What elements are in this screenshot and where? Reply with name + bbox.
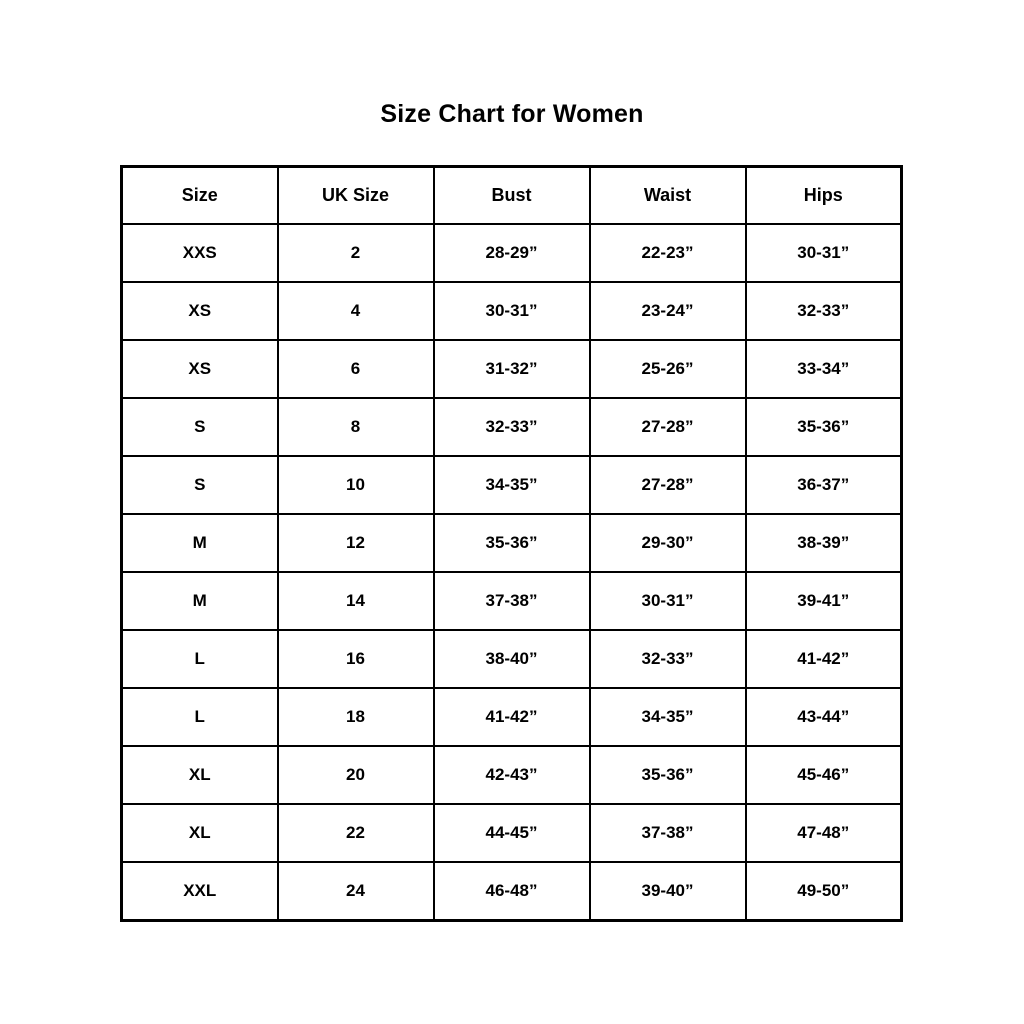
cell-size: XS (120, 281, 279, 341)
table-row: S 8 32-33” 27-28” 35-36” (120, 397, 903, 457)
column-header-bust: Bust (432, 165, 591, 225)
cell-bust: 34-35” (432, 455, 591, 515)
cell-waist: 23-24” (588, 281, 747, 341)
cell-bust: 44-45” (432, 803, 591, 863)
table-row: XS 6 31-32” 25-26” 33-34” (120, 339, 903, 399)
page-title: Size Chart for Women (380, 100, 644, 128)
table-header-row: Size UK Size Bust Waist Hips (120, 165, 903, 225)
cell-bust: 41-42” (432, 687, 591, 747)
column-header-waist: Waist (588, 165, 747, 225)
cell-waist: 25-26” (588, 339, 747, 399)
cell-hips: 41-42” (744, 629, 903, 689)
cell-size: L (120, 687, 279, 747)
table-body: XXS 2 28-29” 22-23” 30-31” XS 4 30-31” 23-24” 32-… (120, 223, 903, 922)
cell-hips: 49-50” (744, 861, 903, 922)
cell-size: S (120, 455, 279, 515)
table-header: Size UK Size Bust Waist Hips (120, 165, 903, 225)
cell-waist: 27-28” (588, 455, 747, 515)
cell-hips: 47-48” (744, 803, 903, 863)
cell-bust: 28-29” (432, 223, 591, 283)
cell-bust: 32-33” (432, 397, 591, 457)
cell-uk-size: 4 (276, 281, 435, 341)
cell-size: M (120, 513, 279, 573)
cell-uk-size: 20 (276, 745, 435, 805)
cell-waist: 30-31” (588, 571, 747, 631)
cell-size: XXS (120, 223, 279, 283)
cell-bust: 42-43” (432, 745, 591, 805)
table-row: L 18 41-42” 34-35” 43-44” (120, 687, 903, 747)
cell-uk-size: 10 (276, 455, 435, 515)
cell-hips: 45-46” (744, 745, 903, 805)
column-header-hips: Hips (744, 165, 903, 225)
cell-waist: 34-35” (588, 687, 747, 747)
cell-hips: 38-39” (744, 513, 903, 573)
cell-hips: 43-44” (744, 687, 903, 747)
cell-uk-size: 18 (276, 687, 435, 747)
cell-waist: 37-38” (588, 803, 747, 863)
cell-uk-size: 16 (276, 629, 435, 689)
table-row: S 10 34-35” 27-28” 36-37” (120, 455, 903, 515)
table-row: L 16 38-40” 32-33” 41-42” (120, 629, 903, 689)
cell-waist: 22-23” (588, 223, 747, 283)
column-header-size: Size (120, 165, 279, 225)
table-row: M 14 37-38” 30-31” 39-41” (120, 571, 903, 631)
cell-uk-size: 2 (276, 223, 435, 283)
cell-uk-size: 6 (276, 339, 435, 399)
cell-uk-size: 24 (276, 861, 435, 922)
cell-size: S (120, 397, 279, 457)
cell-hips: 30-31” (744, 223, 903, 283)
cell-waist: 39-40” (588, 861, 747, 922)
cell-hips: 35-36” (744, 397, 903, 457)
cell-bust: 31-32” (432, 339, 591, 399)
cell-bust: 46-48” (432, 861, 591, 922)
cell-uk-size: 12 (276, 513, 435, 573)
table-row: XXS 2 28-29” 22-23” 30-31” (120, 223, 903, 283)
cell-hips: 36-37” (744, 455, 903, 515)
table-row: XXL 24 46-48” 39-40” 49-50” (120, 861, 903, 922)
cell-uk-size: 14 (276, 571, 435, 631)
cell-bust: 35-36” (432, 513, 591, 573)
table-row: XL 22 44-45” 37-38” 47-48” (120, 803, 903, 863)
column-header-uk-size: UK Size (276, 165, 435, 225)
cell-hips: 32-33” (744, 281, 903, 341)
cell-bust: 37-38” (432, 571, 591, 631)
table-row: XL 20 42-43” 35-36” 45-46” (120, 745, 903, 805)
cell-uk-size: 22 (276, 803, 435, 863)
cell-uk-size: 8 (276, 397, 435, 457)
cell-size: XS (120, 339, 279, 399)
cell-waist: 35-36” (588, 745, 747, 805)
cell-bust: 30-31” (432, 281, 591, 341)
cell-size: XL (120, 803, 279, 863)
size-table: Size UK Size Bust Waist Hips XXS 2 28-29” 22-23… (120, 165, 903, 922)
size-table-container: Size UK Size Bust Waist Hips XXS 2 28-29” 22-23… (120, 165, 903, 922)
table-row: XS 4 30-31” 23-24” 32-33” (120, 281, 903, 341)
cell-size: L (120, 629, 279, 689)
cell-waist: 27-28” (588, 397, 747, 457)
cell-size: XXL (120, 861, 279, 922)
table-row: M 12 35-36” 29-30” 38-39” (120, 513, 903, 573)
cell-size: XL (120, 745, 279, 805)
cell-hips: 33-34” (744, 339, 903, 399)
cell-waist: 29-30” (588, 513, 747, 573)
cell-waist: 32-33” (588, 629, 747, 689)
cell-hips: 39-41” (744, 571, 903, 631)
cell-size: M (120, 571, 279, 631)
cell-bust: 38-40” (432, 629, 591, 689)
